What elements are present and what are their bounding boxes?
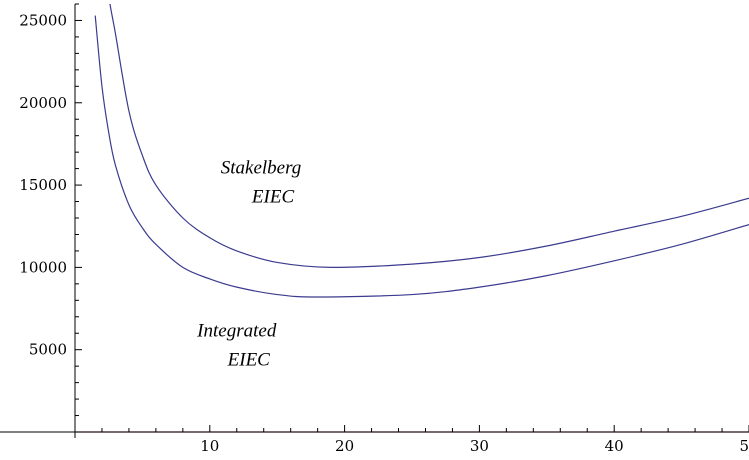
annotation-label-1: EIEC (251, 187, 295, 208)
y-tick-label: 5000 (29, 341, 67, 359)
axis-layer (0, 3, 749, 438)
y-tick-label: 15000 (19, 176, 67, 194)
x-tick-label: 20 (335, 437, 354, 455)
series-line-1 (109, 4, 749, 268)
series-line-2 (94, 15, 749, 298)
y-tick-label: 25000 (19, 11, 67, 29)
series-layer (75, 4, 749, 433)
y-tick-label: 20000 (19, 94, 67, 112)
label-layer: 10 20 30 40 50 5000 10000 15000 20000 25000 Stakel… (19, 11, 749, 455)
annotation-label-1: Stakelberg (221, 158, 302, 179)
y-tick-label: 10000 (19, 258, 67, 276)
x-tick-label: 30 (470, 437, 489, 455)
x-tick-label: 50 (739, 437, 749, 455)
x-tick-label: 10 (200, 437, 219, 455)
x-tick-label: 40 (605, 437, 624, 455)
annotation-label-2: Integrated (196, 321, 277, 342)
annotation-label-2: EIEC (227, 350, 271, 371)
